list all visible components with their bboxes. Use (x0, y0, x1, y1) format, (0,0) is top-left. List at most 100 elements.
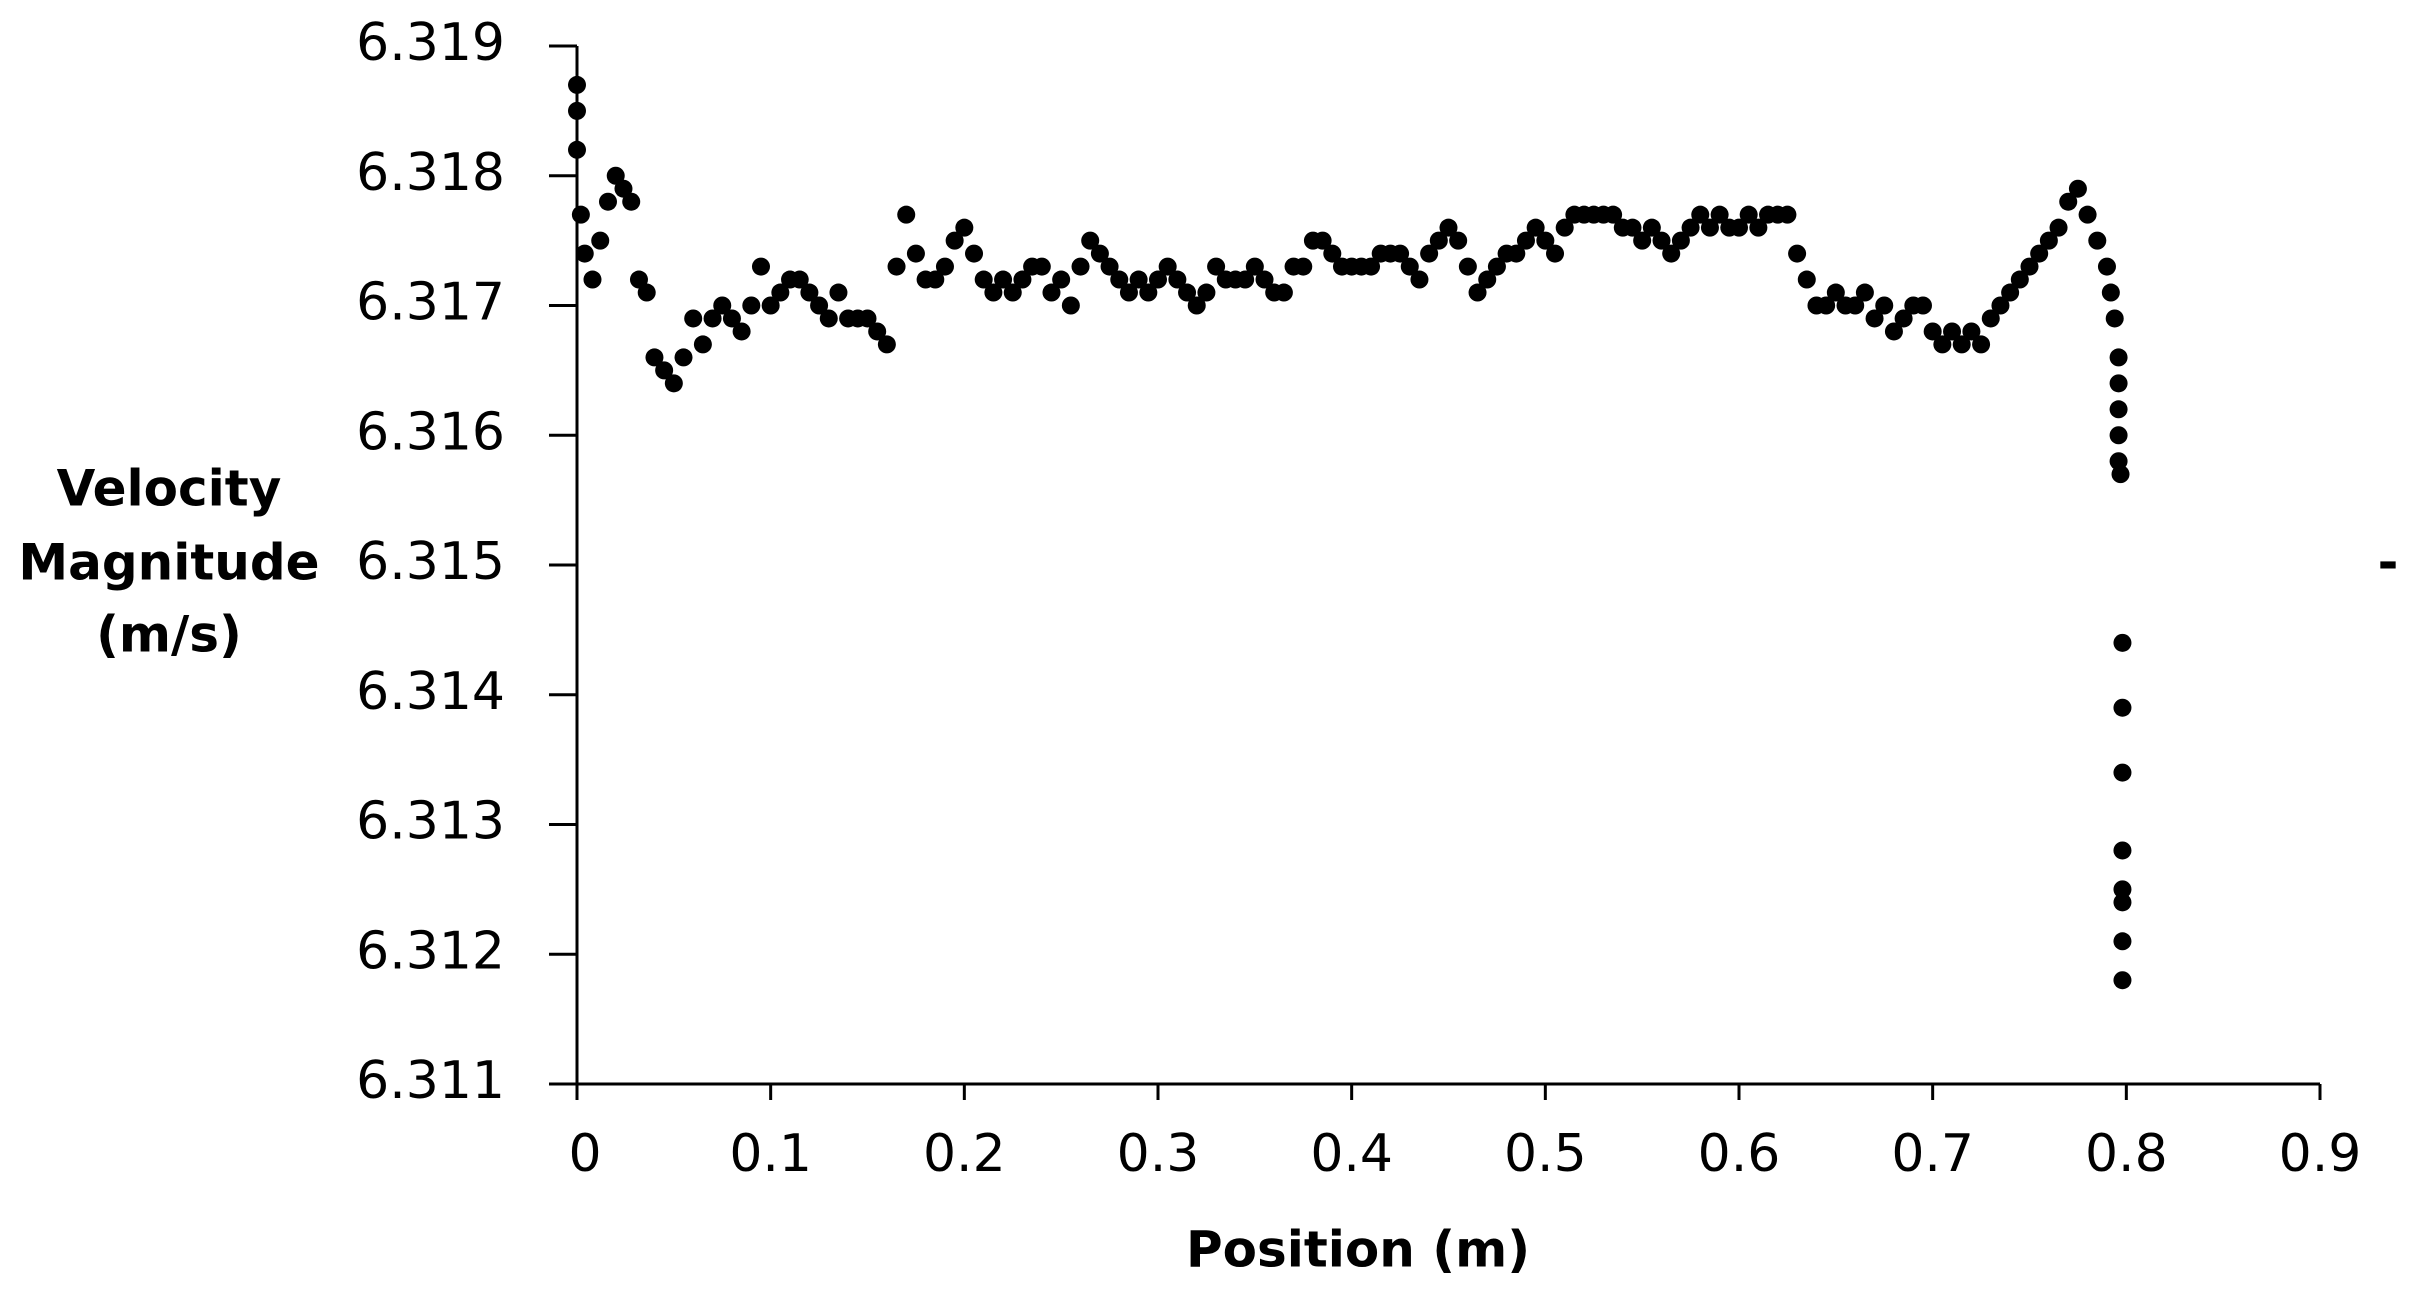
data-point (1884, 322, 1903, 341)
data-point (1458, 257, 1477, 276)
data-point (732, 322, 751, 341)
data-point (1245, 257, 1264, 276)
data-point (684, 309, 703, 328)
y-tick-label: 6.314 (356, 662, 505, 722)
y-tick-label: 6.317 (356, 273, 505, 333)
data-point (1633, 231, 1652, 250)
data-point (2039, 231, 2058, 250)
data-point (664, 374, 683, 393)
data-point (1507, 244, 1526, 263)
data-point (2068, 179, 2087, 198)
data-point (1662, 244, 1681, 263)
data-point (1855, 283, 1874, 302)
data-point (1187, 296, 1206, 315)
data-point (614, 179, 633, 198)
data-point (1671, 231, 1690, 250)
data-point (1623, 218, 1642, 237)
y-tick-label: 6.319 (356, 13, 505, 73)
data-point (1255, 270, 1274, 289)
data-point (1168, 270, 1187, 289)
data-point (2113, 763, 2132, 782)
x-tick-label: 0.6 (1698, 1124, 1781, 1184)
annotation: - (2378, 534, 2399, 592)
data-point (1119, 283, 1138, 302)
data-point (2020, 257, 2039, 276)
data-point (583, 270, 602, 289)
data-point (1991, 296, 2010, 315)
data-point (713, 296, 732, 315)
data-point (1555, 218, 1574, 237)
data-point (1323, 244, 1342, 263)
data-point (1846, 296, 1865, 315)
data-point (645, 348, 664, 367)
data-point (575, 244, 594, 263)
y-tick-label: 6.312 (356, 921, 505, 981)
data-point (1158, 257, 1177, 276)
x-tick-label: 0.1 (729, 1124, 812, 1184)
data-point (819, 309, 838, 328)
y-tick-label: 6.316 (356, 402, 505, 462)
data-point (1865, 309, 1884, 328)
data-point (2111, 465, 2130, 484)
data-point (1730, 218, 1748, 237)
data-point (1061, 296, 1080, 315)
x-tick-label: 0.4 (1310, 1124, 1393, 1184)
data-point (1478, 270, 1497, 289)
data-point (1943, 322, 1962, 341)
data-point (1429, 231, 1448, 250)
data-point (1962, 322, 1981, 341)
data-point (598, 192, 617, 211)
y-axis-title: (m/s) (96, 606, 242, 664)
data-point (2049, 218, 2068, 237)
data-point (2109, 426, 2128, 445)
data-point (1420, 244, 1439, 263)
data-point (1003, 283, 1022, 302)
data-point (1178, 283, 1197, 302)
data-point (761, 296, 780, 315)
data-point (2113, 971, 2132, 990)
data-point (965, 244, 984, 263)
data-point (984, 283, 1003, 302)
data-point (568, 140, 586, 159)
x-tick-label: 0 (568, 1124, 601, 1184)
data-point (1817, 296, 1836, 315)
data-point (1013, 270, 1032, 289)
data-point (2010, 270, 2029, 289)
data-point (1981, 309, 2000, 328)
data-point (1749, 218, 1768, 237)
data-point (742, 296, 761, 315)
data-point (935, 257, 954, 276)
data-point (1691, 205, 1710, 224)
data-point (2001, 283, 2020, 302)
data-point (1052, 270, 1071, 289)
data-point (1294, 257, 1313, 276)
data-point (1826, 283, 1845, 302)
data-point (674, 348, 693, 367)
data-point (1391, 244, 1410, 263)
data-point (2109, 348, 2128, 367)
data-point (1362, 257, 1381, 276)
data-point (1642, 218, 1661, 237)
data-point (2109, 374, 2128, 393)
data-point (2113, 633, 2132, 652)
data-point (1042, 283, 1061, 302)
data-point (955, 218, 974, 237)
data-point (568, 75, 586, 94)
x-tick-label: 0.8 (2085, 1124, 2168, 1184)
data-point (1149, 270, 1167, 289)
data-point (887, 257, 906, 276)
data-point (1071, 257, 1090, 276)
data-point (1487, 257, 1506, 276)
data-point (2113, 880, 2132, 899)
data-point (1468, 283, 1487, 302)
data-point (2030, 244, 2049, 263)
data-point (1604, 205, 1623, 224)
data-point (1536, 231, 1555, 250)
x-tick-label: 0.5 (1504, 1124, 1587, 1184)
x-tick-label: 0.9 (2279, 1124, 2362, 1184)
x-tick-label: 0.2 (923, 1124, 1006, 1184)
data-point (1313, 231, 1332, 250)
data-point (1400, 257, 1419, 276)
data-point (2078, 205, 2097, 224)
